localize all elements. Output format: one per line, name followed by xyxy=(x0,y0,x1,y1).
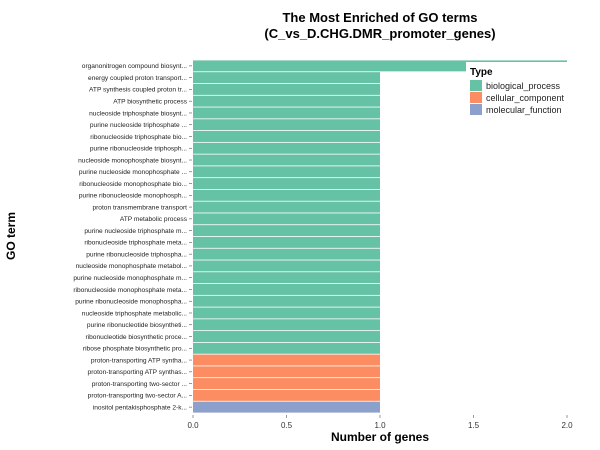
chart-title-line2: (C_vs_D.CHG.DMR_promoter_genes) xyxy=(264,26,495,41)
bar xyxy=(193,154,380,166)
category-label: nucleoside monophosphate metabol... xyxy=(76,263,188,270)
bar xyxy=(193,60,567,72)
category-label: purine nucleoside monophosphate m... xyxy=(73,275,187,282)
category-label: ATP metabolic process xyxy=(120,216,188,223)
category-label: ribonucleotide biosynthetic proce... xyxy=(85,334,187,341)
chart-title-line1: The Most Enriched of GO terms xyxy=(282,10,477,25)
bar xyxy=(193,201,380,213)
category-label: ATP biosynthetic process xyxy=(113,98,187,105)
bar xyxy=(193,331,380,342)
bar xyxy=(193,389,380,401)
legend: Type biological_process cellular_component… xyxy=(466,62,578,120)
category-label: purine ribonucleotide biosyntheti... xyxy=(87,322,187,329)
category-label: ribose phosphate biosynthetic pro... xyxy=(83,346,187,353)
category-label: proton transmembrane transport xyxy=(92,204,187,211)
x-tick-label: 0.0 xyxy=(187,421,199,430)
bar xyxy=(193,342,380,354)
bar xyxy=(193,354,380,366)
bar xyxy=(193,319,380,331)
x-tick-label: 2.0 xyxy=(561,421,573,430)
legend-label: cellular_component xyxy=(486,93,565,103)
category-label: purine ribonucleoside monophospha... xyxy=(75,299,187,306)
x-tick-label: 0.5 xyxy=(281,421,293,430)
bar xyxy=(193,166,380,178)
x-tick-label: 1.0 xyxy=(374,421,386,430)
bars-layer xyxy=(193,60,567,413)
category-label: purine nucleoside triphosphate ... xyxy=(90,122,187,129)
bar xyxy=(193,178,380,190)
legend-label: biological_process xyxy=(486,81,561,91)
legend-background xyxy=(466,62,578,120)
category-label: nucleoside triphosphate biosynt... xyxy=(89,110,187,117)
category-label: organonitrogen compound biosynt... xyxy=(82,63,187,70)
bar xyxy=(193,272,380,284)
bar xyxy=(193,236,380,248)
bar xyxy=(193,295,380,307)
category-label: inositol pentakisphosphate 2-k... xyxy=(93,404,187,411)
category-label: purine ribonucleoside triphosph... xyxy=(90,146,187,153)
category-label: ribonucleoside monophosphate meta... xyxy=(73,287,187,294)
legend-swatch xyxy=(470,104,482,115)
bar xyxy=(193,83,380,95)
category-label: ribonucleoside triphosphate meta... xyxy=(84,240,187,247)
bar xyxy=(193,213,380,225)
bar xyxy=(193,378,380,390)
bar xyxy=(193,401,380,413)
y-axis-title: GO term xyxy=(4,212,18,260)
bar xyxy=(193,307,380,319)
bar xyxy=(193,366,380,378)
category-label: ATP synthesis coupled proton tr... xyxy=(89,87,187,94)
category-label: ribonucleoside triphosphate bio... xyxy=(90,134,187,141)
bar xyxy=(193,225,380,237)
bar xyxy=(193,107,380,119)
category-label: nucleoside monophosphate biosynt... xyxy=(78,157,187,164)
x-axis-title: Number of genes xyxy=(331,430,429,444)
x-axis: 0.0 0.5 1.0 1.5 2.0 xyxy=(187,415,573,430)
category-label: proton-transporting two-sector ... xyxy=(92,381,187,388)
bar xyxy=(193,283,380,295)
legend-title: Type xyxy=(470,67,493,78)
category-label: nucleoside triphosphate metabolic... xyxy=(82,310,187,317)
category-labels: organonitrogen compound biosynt... energy… xyxy=(73,63,192,411)
bar xyxy=(193,131,380,142)
legend-swatch xyxy=(470,92,482,103)
bar xyxy=(193,189,380,201)
category-label: energy coupled proton transport... xyxy=(88,75,187,82)
bar xyxy=(193,95,380,107)
bar xyxy=(193,248,380,260)
bar xyxy=(193,142,380,154)
category-label: proton-transporting ATP syntha... xyxy=(91,357,187,364)
category-label: ribonucleoside monophosphate bio... xyxy=(79,181,187,188)
category-label: purine ribonucleoside triphospha... xyxy=(86,251,187,258)
x-tick-label: 1.5 xyxy=(468,421,480,430)
category-label: proton-transporting ATP synthas... xyxy=(88,369,188,376)
legend-swatch xyxy=(470,80,482,91)
legend-label: molecular_function xyxy=(486,105,562,115)
category-label: proton-transporting two-sector A... xyxy=(88,393,187,400)
bar xyxy=(193,119,380,131)
category-label: purine ribonucleoside monophosph... xyxy=(79,193,187,200)
bar xyxy=(193,72,380,84)
category-label: purine nucleoside triphosphate m... xyxy=(84,228,187,235)
bar xyxy=(193,260,380,272)
category-label: purine nucleoside monophosphate ... xyxy=(79,169,187,176)
